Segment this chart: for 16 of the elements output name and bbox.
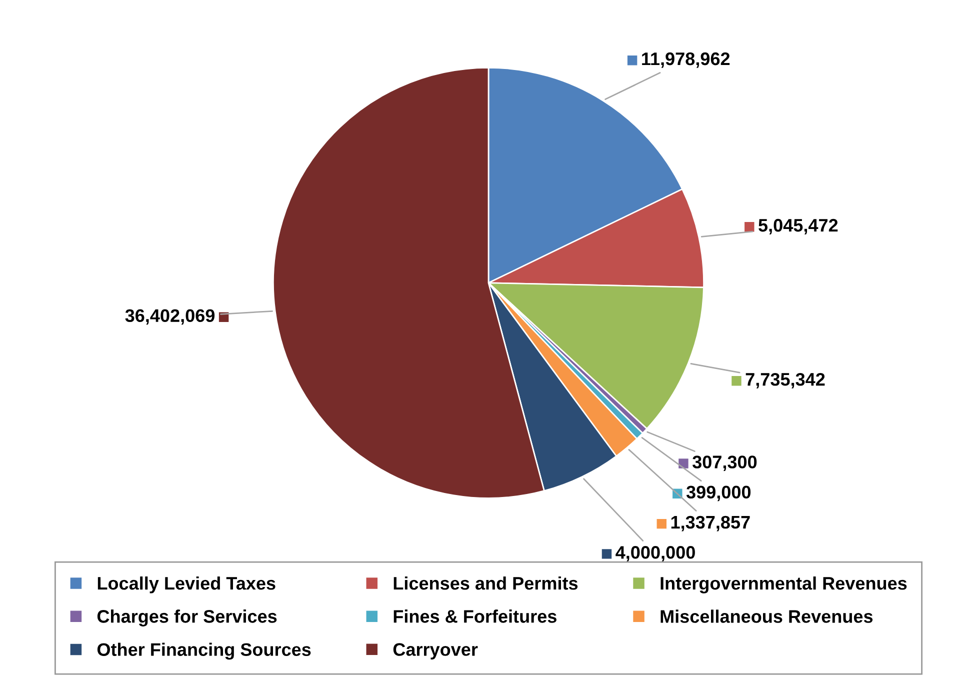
data-label: 5,045,472: [758, 218, 838, 234]
data-label: 4,000,000: [616, 546, 695, 562]
legend-label: Licenses and Permits: [394, 576, 578, 590]
data-label: 7,735,342: [746, 372, 825, 388]
legend-label: Other Financing Sources: [97, 642, 311, 660]
legend-label: Carryover: [393, 643, 478, 660]
legend-label: Locally Levied Taxes: [98, 576, 276, 594]
legend-label: Fines & Forfeitures: [394, 610, 556, 623]
legend-label: Intergovernmental Revenues: [660, 576, 907, 594]
data-label: 1,337,857: [671, 516, 750, 532]
data-label: 307,300: [692, 456, 757, 471]
data-label: 399,000: [686, 486, 751, 502]
data-label: 36,402,069: [125, 309, 215, 325]
legend-label: Miscellaneous Revenues: [660, 610, 873, 623]
legend-label: Charges for Services: [97, 610, 277, 626]
data-label: 11,978,962: [642, 52, 730, 68]
